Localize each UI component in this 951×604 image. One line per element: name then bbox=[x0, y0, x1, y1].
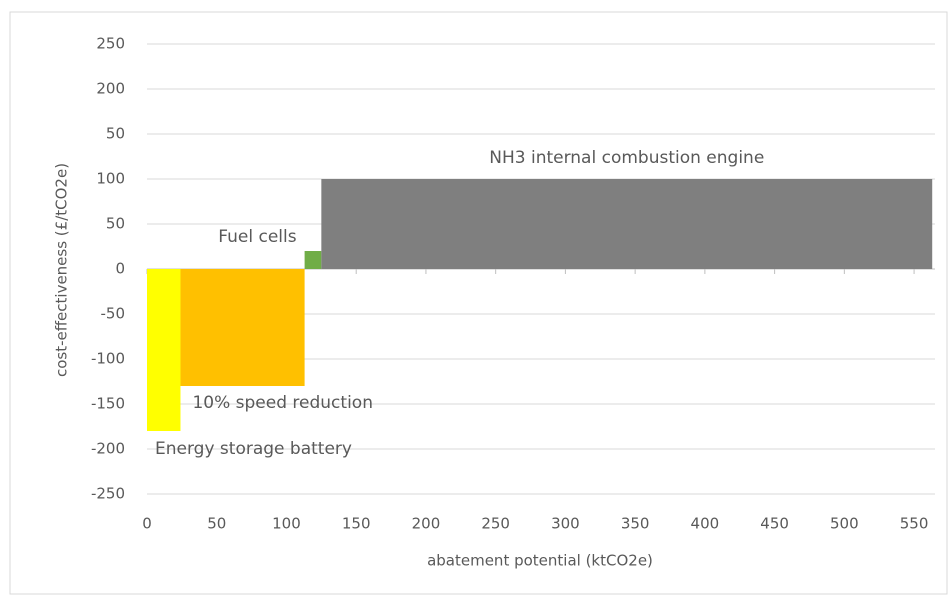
bar bbox=[180, 269, 305, 386]
y-tick-label: 0 bbox=[115, 260, 125, 278]
x-tick-label: 500 bbox=[830, 515, 859, 533]
bar-label: 10% speed reduction bbox=[192, 393, 373, 413]
x-tick-label: 550 bbox=[900, 515, 929, 533]
y-tick-label: -200 bbox=[91, 440, 125, 458]
bar-label: Energy storage battery bbox=[155, 439, 352, 459]
bar-label: NH3 internal combustion engine bbox=[489, 148, 764, 168]
x-tick-label: 100 bbox=[272, 515, 301, 533]
y-tick-label: 100 bbox=[96, 170, 125, 188]
x-tick-label: 350 bbox=[621, 515, 650, 533]
y-tick-label: -50 bbox=[101, 305, 126, 323]
x-axis-label: abatement potential (ktCO2e) bbox=[427, 552, 653, 570]
x-tick-label: 200 bbox=[412, 515, 441, 533]
bar bbox=[321, 179, 933, 269]
bar bbox=[147, 269, 181, 431]
x-tick-label: 250 bbox=[481, 515, 510, 533]
x-tick-label: 0 bbox=[142, 515, 152, 533]
y-tick-label: -100 bbox=[91, 350, 125, 368]
y-tick-label: 200 bbox=[96, 80, 125, 98]
y-tick-label: -250 bbox=[91, 485, 125, 503]
y-tick-label: 50 bbox=[106, 215, 125, 233]
y-axis-label: cost-effectiveness (£/tCO2e) bbox=[53, 163, 71, 377]
bar-label: Fuel cells bbox=[218, 227, 296, 247]
y-tick-label: 250 bbox=[96, 35, 125, 53]
bar bbox=[304, 251, 322, 269]
y-tick-label: -150 bbox=[91, 395, 125, 413]
x-tick-label: 300 bbox=[551, 515, 580, 533]
x-tick-label: 450 bbox=[760, 515, 789, 533]
x-tick-label: 50 bbox=[207, 515, 226, 533]
x-tick-label: 150 bbox=[342, 515, 371, 533]
y-tick-label: 50 bbox=[106, 125, 125, 143]
x-tick-label: 400 bbox=[691, 515, 720, 533]
